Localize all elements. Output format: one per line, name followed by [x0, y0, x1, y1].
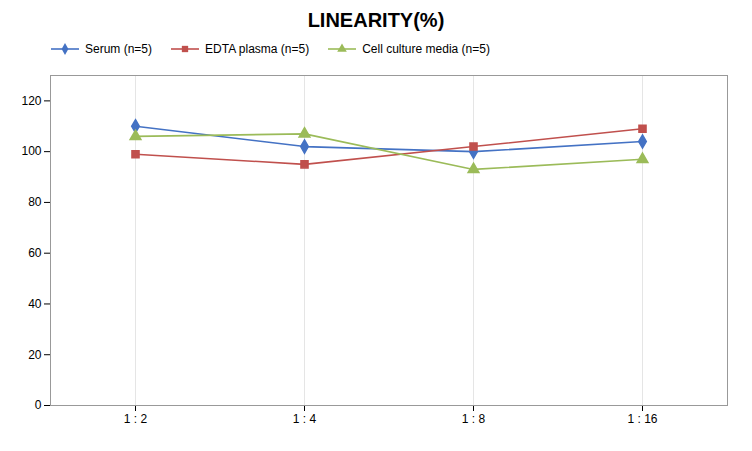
svg-text:0: 0 — [35, 398, 42, 412]
svg-text:1 : 4: 1 : 4 — [293, 412, 317, 426]
svg-text:1 : 2: 1 : 2 — [124, 412, 148, 426]
svg-text:1 : 8: 1 : 8 — [462, 412, 486, 426]
html-text:LINEARITY(%): LINEARITY(%) — [307, 9, 445, 31]
svg-text:60: 60 — [28, 246, 42, 260]
html-text:Cell culture media (n=5): Cell culture media (n=5) — [362, 42, 490, 56]
html-text:Serum (n=5): Serum (n=5) — [85, 42, 152, 56]
svg-text:40: 40 — [28, 297, 42, 311]
svg-text:1 : 16: 1 : 16 — [627, 412, 657, 426]
html-text:EDTA plasma (n=5): EDTA plasma (n=5) — [205, 42, 310, 56]
svg-text:100: 100 — [21, 144, 41, 158]
svg-text:120: 120 — [21, 94, 41, 108]
svg-text:20: 20 — [28, 348, 42, 362]
svg-text:80: 80 — [28, 195, 42, 209]
